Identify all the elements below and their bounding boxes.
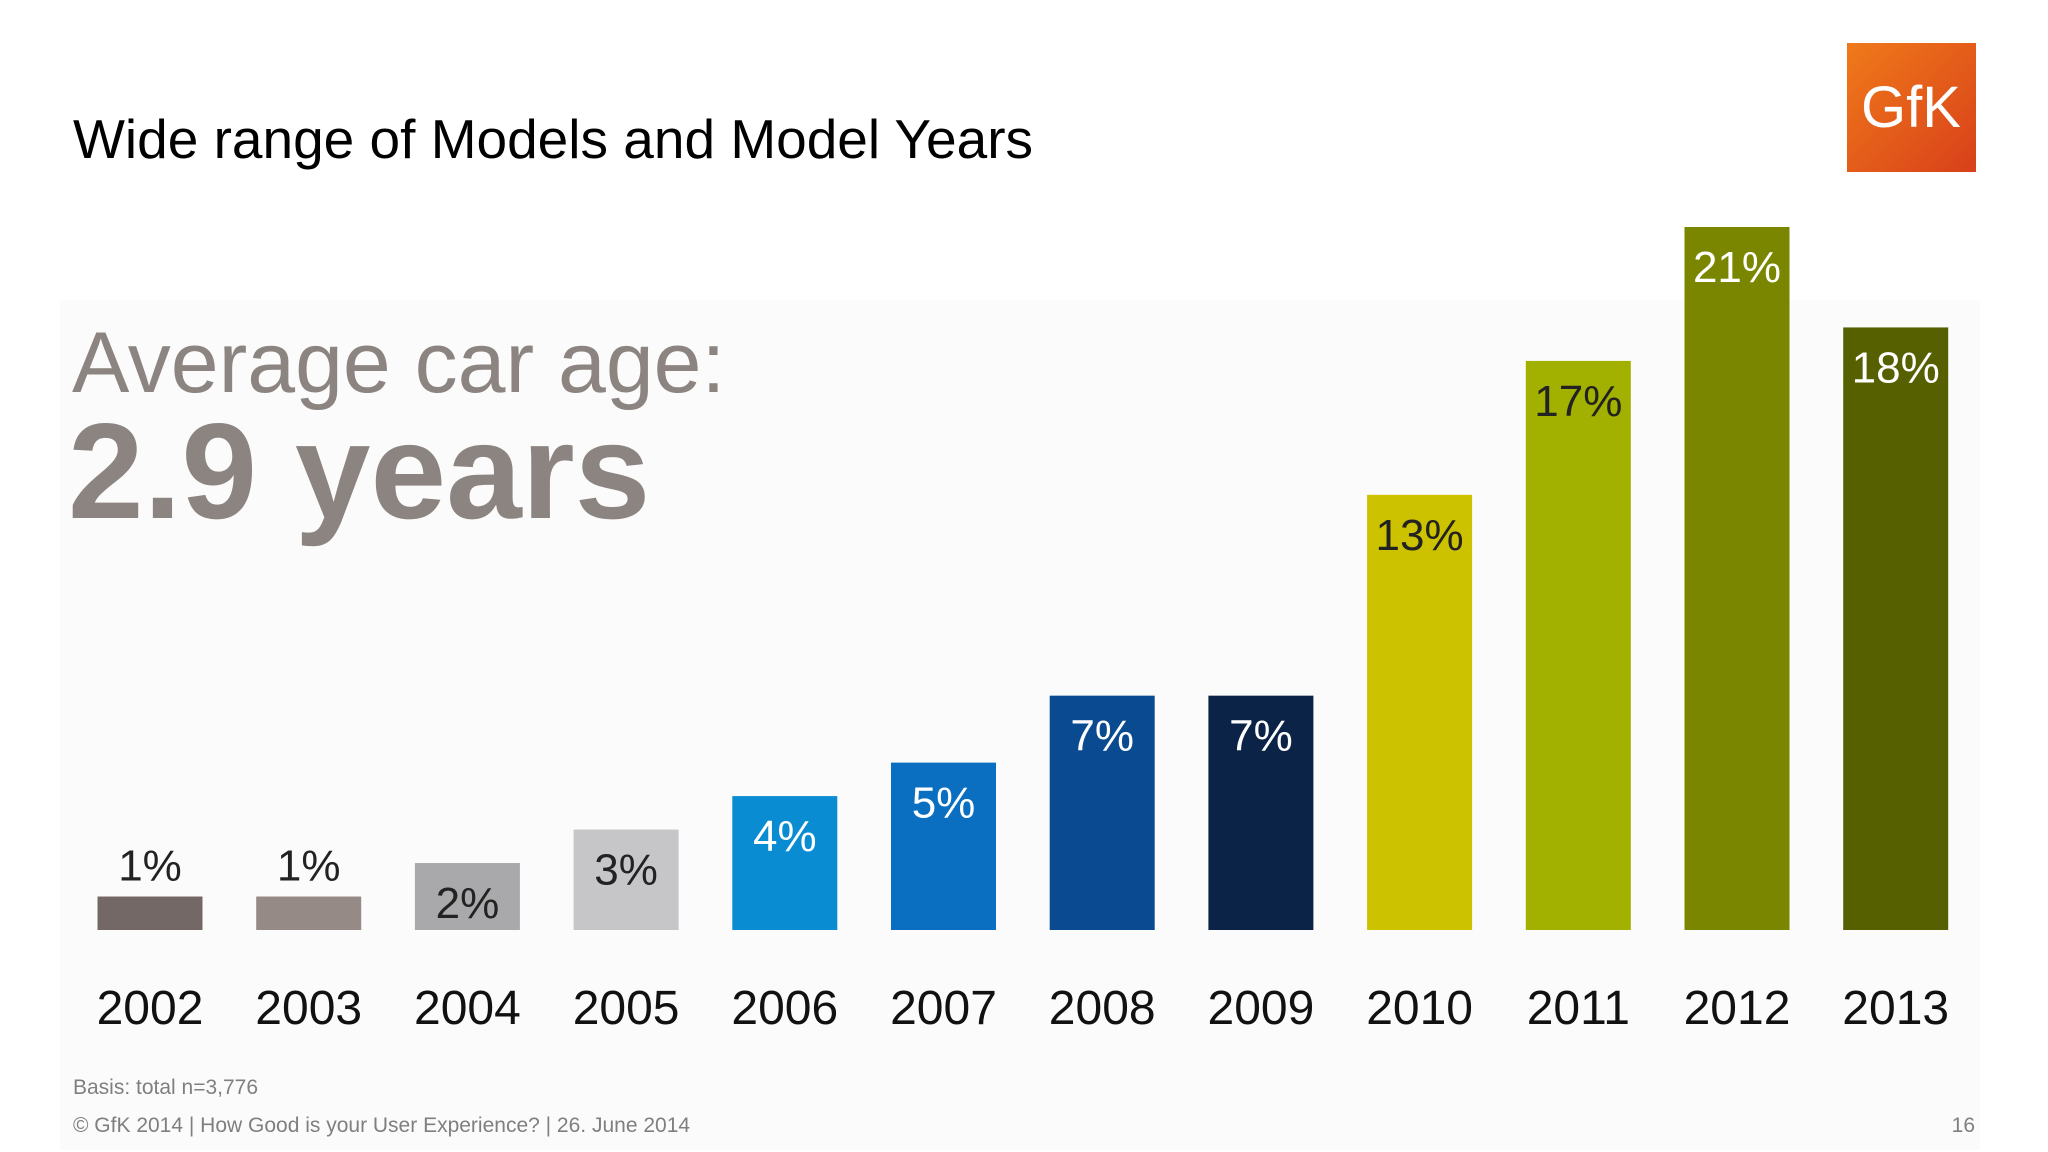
value-label: 5% (912, 779, 976, 828)
bar (732, 796, 838, 930)
bar (1367, 494, 1473, 930)
highlight-value: 2.9 years (68, 395, 650, 547)
bar (256, 896, 362, 930)
bar (1684, 227, 1790, 930)
logo-box (1847, 43, 1976, 172)
value-label: 21% (1693, 243, 1781, 292)
bar (1208, 695, 1314, 930)
bar (1843, 327, 1949, 930)
chart-background (60, 300, 1980, 1150)
value-label: 7% (1070, 712, 1134, 761)
value-label: 17% (1534, 377, 1622, 426)
footer-text: © GfK 2014 | How Good is your User Exper… (73, 1114, 690, 1137)
slide-title: Wide range of Models and Model Years (73, 108, 1033, 170)
value-label: 1% (277, 842, 341, 891)
bar (573, 829, 679, 930)
x-tick-label: 2007 (890, 982, 997, 1035)
x-tick-label: 2010 (1366, 982, 1473, 1035)
value-label: 13% (1376, 511, 1464, 560)
x-tick-label: 2012 (1684, 982, 1791, 1035)
x-tick-label: 2013 (1842, 982, 1949, 1035)
x-tick-label: 2006 (731, 982, 838, 1035)
page-number: 16 (1952, 1114, 1975, 1137)
value-label: 4% (753, 812, 817, 861)
value-label: 1% (118, 842, 182, 891)
logo-text: GfK (1861, 75, 1961, 140)
bar (97, 896, 203, 930)
x-tick-label: 2002 (97, 982, 204, 1035)
x-tick-label: 2005 (573, 982, 680, 1035)
bar (1525, 360, 1631, 930)
bar (891, 762, 996, 930)
value-label: 2% (436, 879, 500, 928)
x-tick-label: 2009 (1208, 982, 1315, 1035)
value-label: 3% (594, 846, 658, 895)
x-tick-label: 2003 (255, 982, 362, 1035)
value-label: 7% (1229, 712, 1293, 761)
bar (414, 863, 520, 930)
x-tick-label: 2008 (1049, 982, 1156, 1035)
x-tick-label: 2004 (414, 982, 521, 1035)
highlight-label: Average car age: (72, 315, 725, 411)
basis-note: Basis: total n=3,776 (73, 1076, 258, 1099)
bar (1049, 695, 1155, 930)
x-tick-label: 2011 (1527, 982, 1630, 1035)
value-label: 18% (1852, 343, 1940, 392)
